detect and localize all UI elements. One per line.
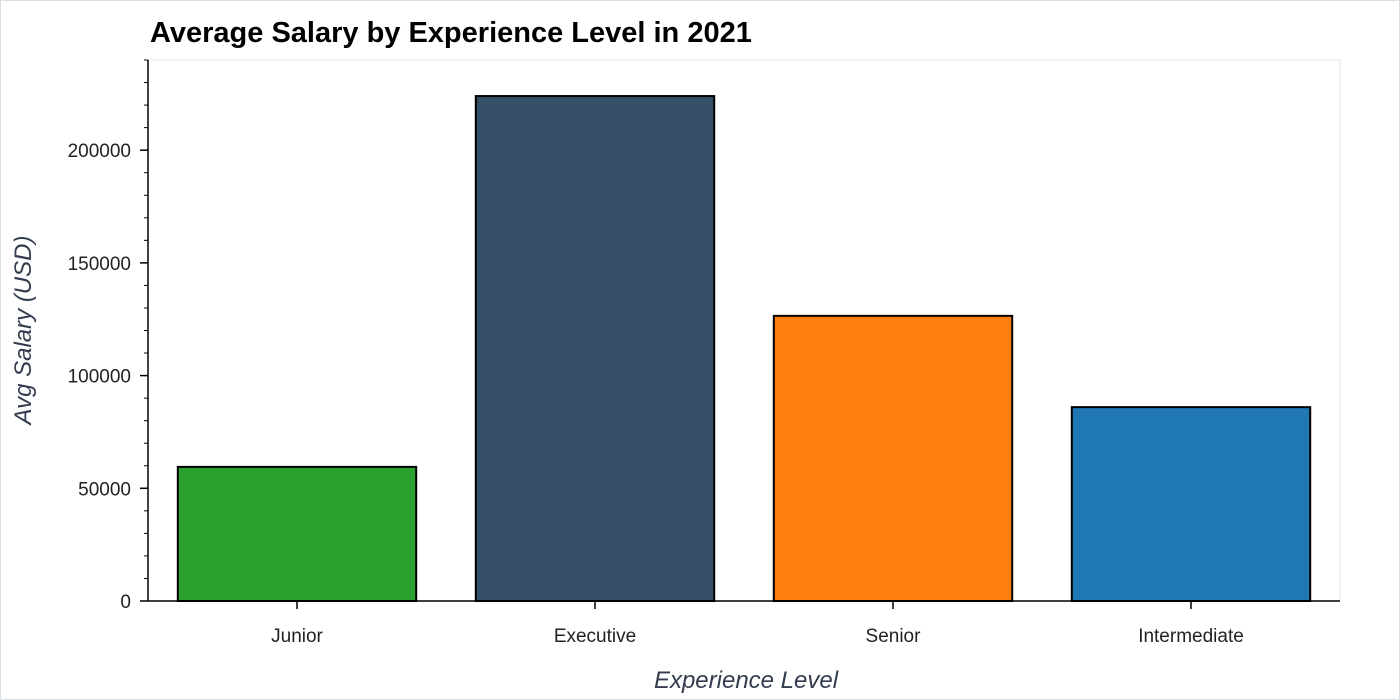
x-tick-label: Junior [271,626,323,647]
y-tick-label: 200000 [68,141,131,162]
x-axis-label: Experience Level [654,667,839,694]
bar-senior [772,314,1014,602]
bar-junior [176,465,418,602]
y-tick-label: 150000 [68,254,131,275]
bar-executive [474,95,716,602]
y-axis-label: Avg Salary (USD) [10,236,37,427]
y-tick-label: 50000 [78,479,131,500]
x-tick-label: Executive [554,626,636,647]
x-tick-label: Senior [866,626,922,647]
y-tick-label: 100000 [68,367,131,388]
bar-intermediate [1070,406,1312,602]
x-tick-label: Intermediate [1138,626,1244,647]
x-axis: Junior Executive Senior Intermediate [148,600,1340,647]
chart-title: Average Salary by Experience Level in 20… [150,17,752,49]
y-axis: 0 50000 100000 150000 200000 [68,59,149,613]
y-tick-label: 0 [120,592,131,613]
